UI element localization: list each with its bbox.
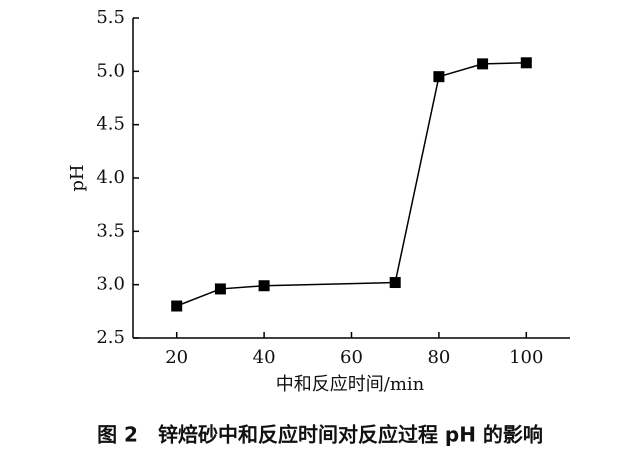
x-tick-label: 100: [509, 347, 543, 368]
y-tick-label: 4.0: [96, 167, 125, 188]
y-tick-label: 5.5: [96, 7, 125, 28]
y-tick-label: 4.5: [96, 114, 125, 135]
y-axis-label: pH: [67, 164, 88, 191]
x-tick-label: 80: [427, 347, 450, 368]
y-tick-label: 3.5: [96, 220, 125, 241]
data-point: [214, 283, 226, 295]
y-tick-label: 5.0: [96, 60, 125, 81]
data-point: [258, 280, 270, 292]
data-point: [171, 300, 183, 312]
chart-title: 图 2 锌焙砂中和反应时间对反应过程 pH 的影响: [97, 423, 543, 447]
y-tick-label: 2.5: [96, 327, 125, 348]
data-point: [389, 277, 401, 289]
x-tick-label: 60: [340, 347, 363, 368]
x-tick-label: 20: [165, 347, 188, 368]
data-point: [433, 71, 445, 83]
data-point: [520, 57, 532, 69]
x-axis-label: 中和反应时间/min: [276, 374, 425, 395]
x-tick-label: 40: [253, 347, 276, 368]
data-line: [176, 62, 527, 307]
y-tick-label: 3.0: [96, 274, 125, 295]
data-point: [477, 58, 489, 70]
